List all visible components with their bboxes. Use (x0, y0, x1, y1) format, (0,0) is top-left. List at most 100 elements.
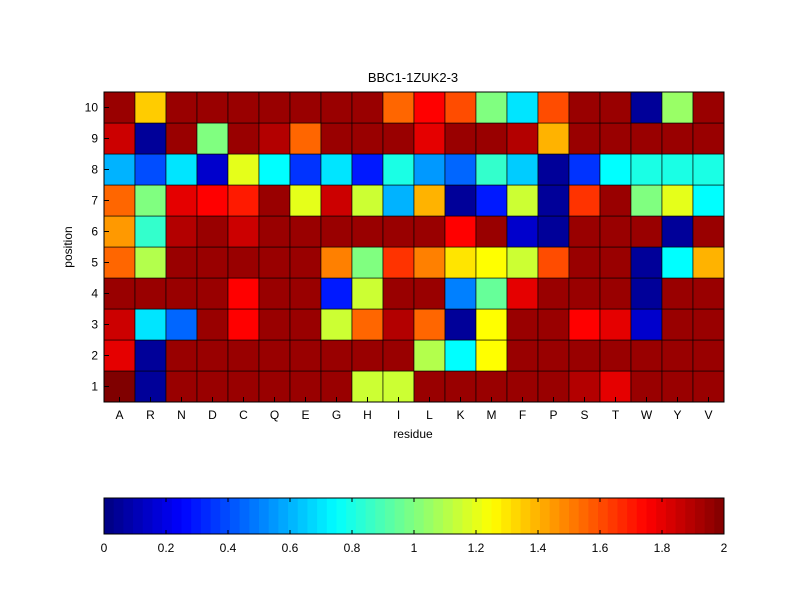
heatmap-cell-I-6 (382, 215, 415, 248)
colorbar-segment (549, 498, 560, 534)
x-tick-label: M (487, 408, 497, 422)
heatmap-cell-N-9 (165, 122, 198, 155)
colorbar-segment (162, 498, 173, 534)
heatmap-cell-G-9 (320, 122, 353, 155)
heatmap-cell-F-7 (506, 184, 539, 217)
heatmap-cell-I-9 (382, 122, 415, 155)
colorbar-segment (278, 498, 289, 534)
heatmap-cell-H-7 (351, 184, 384, 217)
heatmap-cell-V-6 (692, 215, 725, 248)
colorbar-segment (239, 498, 250, 534)
colorbar-segment (375, 498, 386, 534)
heatmap-cell-V-4 (692, 277, 725, 310)
heatmap-cell-S-7 (568, 184, 601, 217)
x-tick-label: Y (673, 408, 681, 422)
heatmap-cell-T-5 (599, 246, 632, 279)
colorbar-segment (104, 498, 115, 534)
colorbar (104, 498, 725, 534)
heatmap-cell-V-9 (692, 122, 725, 155)
x-tick-label: P (549, 408, 557, 422)
heatmap-cell-E-2 (289, 339, 322, 372)
colorbar-segment (404, 498, 415, 534)
colorbar-segment (181, 498, 192, 534)
heatmap-cell-Y-4 (661, 277, 694, 310)
heatmap-cell-M-8 (475, 153, 508, 186)
heatmap-cell-C-9 (227, 122, 260, 155)
heatmap-cell-Q-4 (258, 277, 291, 310)
colorbar-segment (326, 498, 337, 534)
colorbar-segment (510, 498, 522, 534)
y-tick-label: 6 (91, 225, 98, 239)
heatmap-cell-M-10 (475, 91, 508, 124)
heatmap-cell-C-4 (227, 277, 260, 310)
colorbar-segment (249, 498, 260, 534)
heatmap-cell-E-8 (289, 153, 322, 186)
x-tick-label: Q (270, 408, 279, 422)
heatmap-cell-N-4 (165, 277, 198, 310)
heatmap-cell-L-3 (413, 308, 446, 341)
y-tick-label: 8 (91, 163, 98, 177)
heatmap-cell-K-6 (444, 215, 477, 248)
heatmap-cell-H-8 (351, 153, 384, 186)
colorbar-segment (423, 498, 434, 534)
colorbar-segment (462, 498, 473, 534)
colorbar-segment (317, 498, 328, 534)
colorbar-segment (491, 498, 502, 534)
colorbar-segment (588, 498, 599, 534)
heatmap-cell-T-6 (599, 215, 632, 248)
heatmap-cell-R-2 (134, 339, 167, 372)
heatmap-cell-Q-2 (258, 339, 291, 372)
x-tick-label: H (363, 408, 372, 422)
heatmap-cell-K-4 (444, 277, 477, 310)
colorbar-segment (210, 498, 221, 534)
x-axis-label: residue (393, 427, 433, 441)
heatmap-cell-G-5 (320, 246, 353, 279)
heatmap-cell-R-5 (134, 246, 167, 279)
heatmap-cell-N-6 (165, 215, 198, 248)
heatmap-cell-V-7 (692, 184, 725, 217)
heatmap-cell-M-5 (475, 246, 508, 279)
colorbar-segment (288, 498, 299, 534)
colorbar-segment (297, 498, 308, 534)
colorbar-segment (171, 498, 182, 534)
heatmap-cell-L-2 (413, 339, 446, 372)
heatmap-cell-V-8 (692, 153, 725, 186)
heatmap-cell-C-5 (227, 246, 260, 279)
heatmap-cell-F-9 (506, 122, 539, 155)
y-tick-label: 4 (91, 287, 98, 301)
x-tick-label: A (115, 408, 123, 422)
heatmap-cell-I-8 (382, 153, 415, 186)
y-tick-label: 10 (85, 101, 99, 115)
heatmap-cell-D-9 (196, 122, 229, 155)
heatmap-cell-Q-9 (258, 122, 291, 155)
colorbar-segment (133, 498, 144, 534)
heatmap-cell-Q-7 (258, 184, 291, 217)
heatmap-cell-F-4 (506, 277, 539, 310)
heatmap-cell-M-3 (475, 308, 508, 341)
heatmap-cell-L-7 (413, 184, 446, 217)
heatmap-cell-T-9 (599, 122, 632, 155)
colorbar-segment (229, 498, 241, 534)
x-tick-label: W (641, 408, 653, 422)
heatmap-cell-W-4 (630, 277, 663, 310)
heatmap-cell-C-7 (227, 184, 260, 217)
heatmap-cell-D-5 (196, 246, 229, 279)
heatmap-cell-R-6 (134, 215, 167, 248)
colorbar-tick-label: 0 (101, 541, 108, 555)
heatmap-cell-Q-8 (258, 153, 291, 186)
heatmap-cell-H-2 (351, 339, 384, 372)
heatmap-cell-I-2 (382, 339, 415, 372)
colorbar-tick-label: 1.6 (592, 541, 609, 555)
heatmap-cell-K-1 (444, 370, 477, 403)
colorbar-segment (607, 498, 618, 534)
x-tick-label: V (704, 408, 712, 422)
y-tick-label: 1 (91, 380, 98, 394)
heatmap-cell-F-3 (506, 308, 539, 341)
heatmap-cell-A-7 (103, 184, 136, 217)
heatmap-cell-D-6 (196, 215, 229, 248)
colorbar-segment (636, 498, 647, 534)
heatmap-cell-R-9 (134, 122, 167, 155)
heatmap-cell-L-4 (413, 277, 446, 310)
heatmap-cell-Q-5 (258, 246, 291, 279)
heatmap-cell-M-4 (475, 277, 508, 310)
